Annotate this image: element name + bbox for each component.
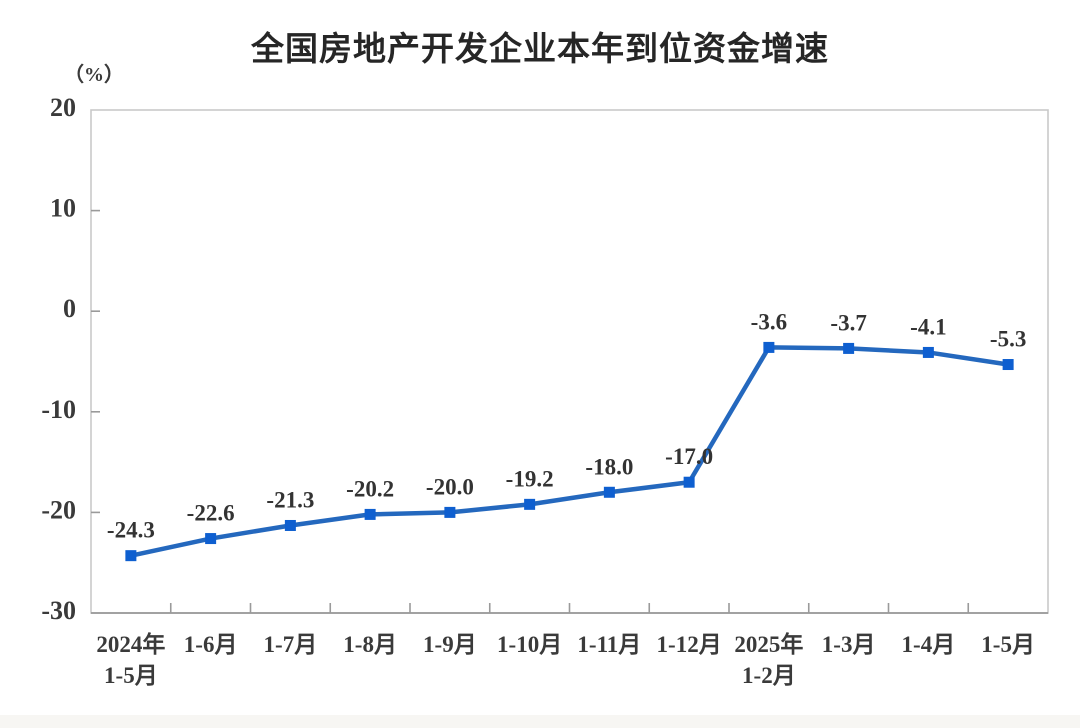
x-tick-label: 1-7月 (264, 632, 318, 657)
chart-title: 全国房地产开发企业本年到位资金增速 (251, 30, 829, 67)
data-point-marker (524, 498, 536, 510)
data-point-marker (1002, 359, 1014, 371)
x-tick-label: 1-9月 (423, 632, 477, 657)
data-point-label: -17.0 (665, 444, 713, 469)
data-point-marker (603, 486, 615, 498)
x-tick-label: 1-5月 (981, 632, 1035, 657)
data-point-label: -18.0 (585, 454, 633, 479)
data-point-marker (843, 342, 855, 354)
data-point-label: -4.1 (910, 314, 946, 339)
x-tick-label: 1-11月 (577, 632, 641, 657)
data-point-marker (444, 506, 456, 518)
x-tick-label: 1-6月 (184, 632, 238, 657)
data-point-marker (364, 508, 376, 520)
x-tick-label: 1-12月 (657, 632, 722, 657)
data-line (128, 345, 1011, 558)
y-tick-label: 20 (50, 93, 76, 122)
data-point-marker (763, 341, 775, 353)
data-point-label: -24.3 (107, 518, 155, 543)
x-tick-label: 2025年 1-2月 (734, 631, 803, 688)
footer-strip (0, 715, 1080, 728)
y-tick-label: -10 (41, 395, 76, 424)
data-point-marker (922, 346, 934, 358)
data-point-label: -22.6 (187, 501, 235, 526)
data-point-label: -19.2 (506, 466, 554, 491)
y-tick-label: 0 (63, 294, 76, 323)
data-point-marker (125, 550, 137, 562)
data-point-label: -20.2 (346, 476, 394, 501)
data-point-marker (284, 519, 296, 531)
x-tick-label: 1-3月 (822, 632, 876, 657)
y-tick-label: -20 (41, 495, 76, 524)
y-tick-label: -30 (41, 596, 76, 625)
x-tick-label: 1-10月 (497, 632, 562, 657)
x-tick-label: 2024年 1-5月 (96, 631, 165, 688)
data-point-marker (683, 476, 695, 488)
data-point-label: -20.0 (426, 474, 474, 499)
data-point-label: -3.6 (751, 309, 787, 334)
y-axis-unit-label: （%） (64, 64, 124, 86)
y-tick-label: 10 (50, 194, 76, 223)
data-point-label: -5.3 (990, 327, 1026, 352)
x-tick-label: 1-4月 (902, 632, 956, 657)
data-point-label: -3.7 (830, 310, 866, 335)
x-tick-label: 1-8月 (343, 632, 397, 657)
data-point-label: -21.3 (266, 487, 314, 512)
data-point-marker (205, 533, 217, 545)
plot-border (90, 109, 1049, 614)
